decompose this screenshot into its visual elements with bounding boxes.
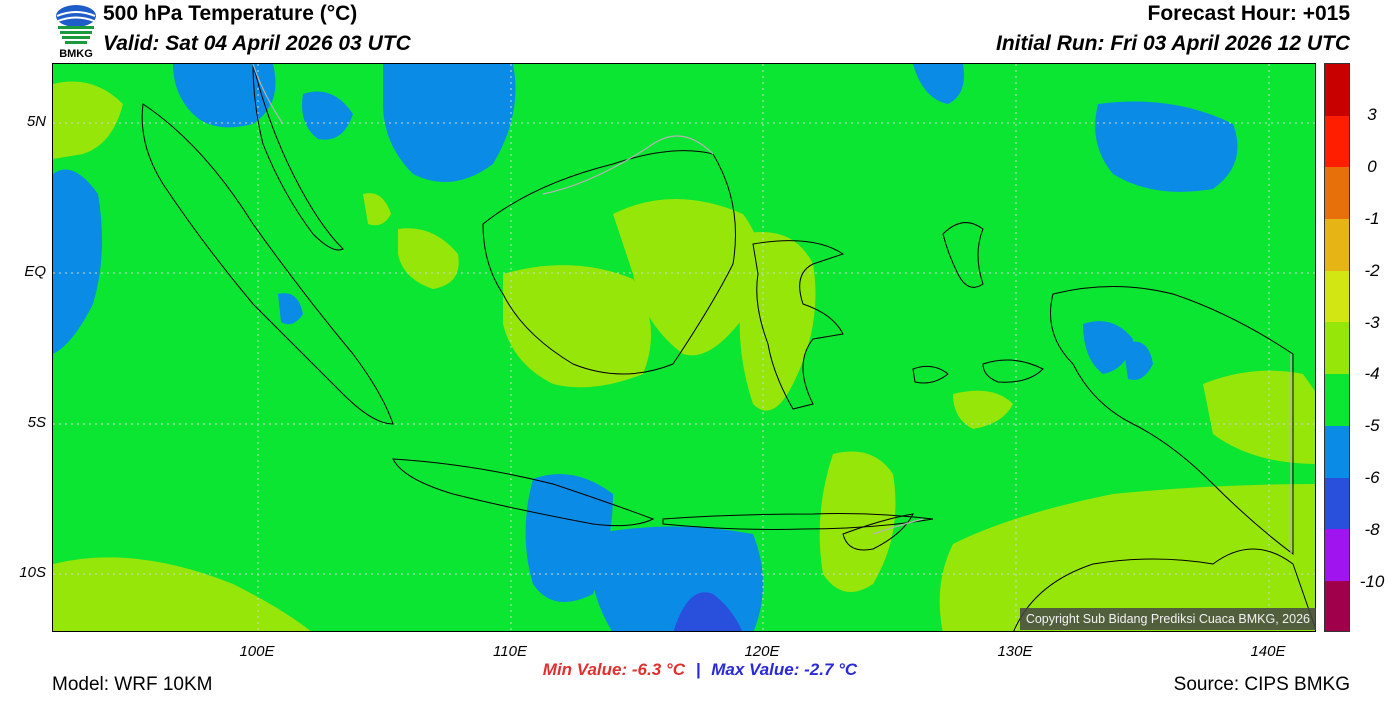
lon-label-120e: 120E: [744, 643, 780, 660]
colorbar-label: 3: [1367, 105, 1377, 124]
colorbar-label: -8: [1364, 520, 1380, 539]
source-info: Source: CIPS BMKG: [1173, 674, 1350, 695]
grid-lines: [53, 64, 1315, 631]
colorbar-label: -1: [1364, 209, 1380, 228]
colorbar-segment: [1325, 64, 1349, 116]
copyright-notice: Copyright Sub Bidang Prediksi Cuaca BMKG…: [1019, 608, 1316, 630]
bmkg-logo-icon: [52, 2, 100, 60]
map-canvas: [53, 64, 1315, 631]
lat-label-5s: 5S: [27, 414, 46, 431]
separator: |: [695, 660, 701, 679]
min-value: Min Value: -6.3 °C: [542, 660, 685, 679]
initial-run: Initial Run: Fri 03 April 2026 12 UTC: [996, 32, 1350, 55]
lon-label-130e: 130E: [997, 643, 1033, 660]
colorbar-segment: [1325, 270, 1349, 323]
lon-label-110e: 110E: [493, 643, 527, 660]
lat-label-5n: 5N: [26, 113, 46, 130]
lon-label-100e: 100E: [239, 643, 275, 660]
max-value: Max Value: -2.7 °C: [711, 660, 858, 679]
coastlines: [141, 64, 1315, 631]
coldest-region: [673, 592, 743, 631]
lat-label-eq: EQ: [24, 263, 46, 280]
colorbar-label: 0: [1367, 157, 1377, 176]
forecast-hour: Forecast Hour: +015: [1147, 2, 1351, 25]
warm-regions: [53, 81, 1315, 631]
lon-label-140e: 140E: [1250, 643, 1286, 660]
model-info: Model: WRF 10KM: [52, 674, 213, 695]
map-title: 500 hPa Temperature (°C): [103, 2, 358, 25]
logo-text: BMKG: [59, 48, 93, 60]
colorbar-segment: [1325, 115, 1349, 168]
colorbar-segment: [1325, 425, 1349, 478]
colorbar-segment: [1325, 529, 1349, 581]
colorbar-segment: [1325, 219, 1349, 271]
lat-label-10s: 10S: [19, 564, 46, 581]
colorbar-segment: [1325, 322, 1349, 375]
colorbar-segment: [1325, 580, 1349, 631]
temperature-map: [52, 63, 1316, 632]
borders: [252, 64, 1292, 554]
colorbar-segment: [1325, 477, 1349, 530]
colorbar-label: -2: [1364, 261, 1380, 280]
colorbar-segment: [1325, 374, 1349, 426]
colorbar-segment: [1325, 167, 1349, 220]
colorbar: [1324, 63, 1350, 632]
colorbar-label: -3: [1364, 313, 1380, 332]
colorbar-label: -6: [1364, 468, 1380, 487]
valid-time: Valid: Sat 04 April 2026 03 UTC: [103, 32, 411, 55]
colorbar-label: -5: [1364, 416, 1380, 435]
colorbar-label: -10: [1359, 572, 1385, 591]
colorbar-label: -4: [1364, 364, 1380, 383]
cold-regions: [53, 64, 1238, 631]
min-max-values: Min Value: -6.3 °C | Max Value: -2.7 °C: [0, 660, 1400, 680]
